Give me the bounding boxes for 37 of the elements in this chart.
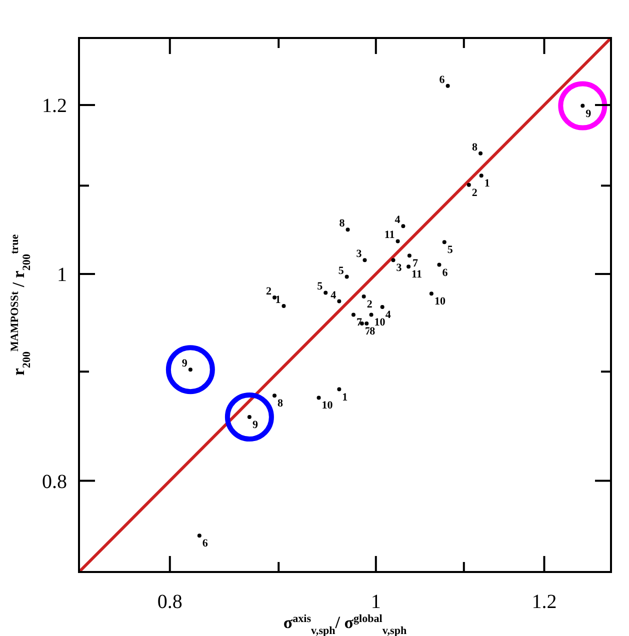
y-tick-label: 1 — [57, 264, 67, 286]
series-label: 1 — [275, 294, 281, 306]
text: 2 — [472, 186, 478, 199]
series-label: 4 — [394, 214, 401, 226]
text: 5 — [447, 244, 453, 256]
text: 11 — [412, 268, 422, 281]
x-tick-label: 1 — [370, 591, 381, 613]
x-tick-label: 0.8 — [157, 591, 182, 613]
text: 8 — [339, 218, 345, 230]
text: 10 — [374, 316, 386, 329]
text: 10 — [322, 400, 333, 412]
text: 7 — [412, 258, 418, 270]
text: 4 — [385, 309, 391, 321]
x-tick-label: 1.2 — [532, 591, 557, 613]
text: 6 — [202, 538, 208, 550]
series-label: 5 — [338, 264, 344, 277]
text: 6 — [442, 266, 448, 279]
series-label: 8 — [472, 141, 478, 154]
series-label: 9 — [182, 358, 188, 370]
y-tick-label: 0.8 — [42, 470, 67, 493]
text: 5 — [317, 280, 323, 293]
series-label: 7 — [356, 316, 362, 329]
series-label: 2 — [266, 285, 272, 298]
text: 3 — [396, 262, 402, 274]
text: 9 — [252, 418, 258, 431]
series-label: 3 — [356, 248, 362, 260]
text: 1 — [484, 178, 490, 190]
y-tick-label: 1.2 — [42, 95, 67, 118]
text: 9 — [586, 108, 592, 120]
series-label: 6 — [439, 74, 446, 86]
text: 8 — [278, 398, 284, 410]
series-label: 11 — [384, 229, 395, 242]
text: 1 — [342, 391, 348, 404]
text: 2 — [366, 298, 372, 310]
text: 4 — [330, 289, 336, 302]
text: 8 — [370, 325, 376, 338]
series-label: 10 — [434, 296, 446, 308]
